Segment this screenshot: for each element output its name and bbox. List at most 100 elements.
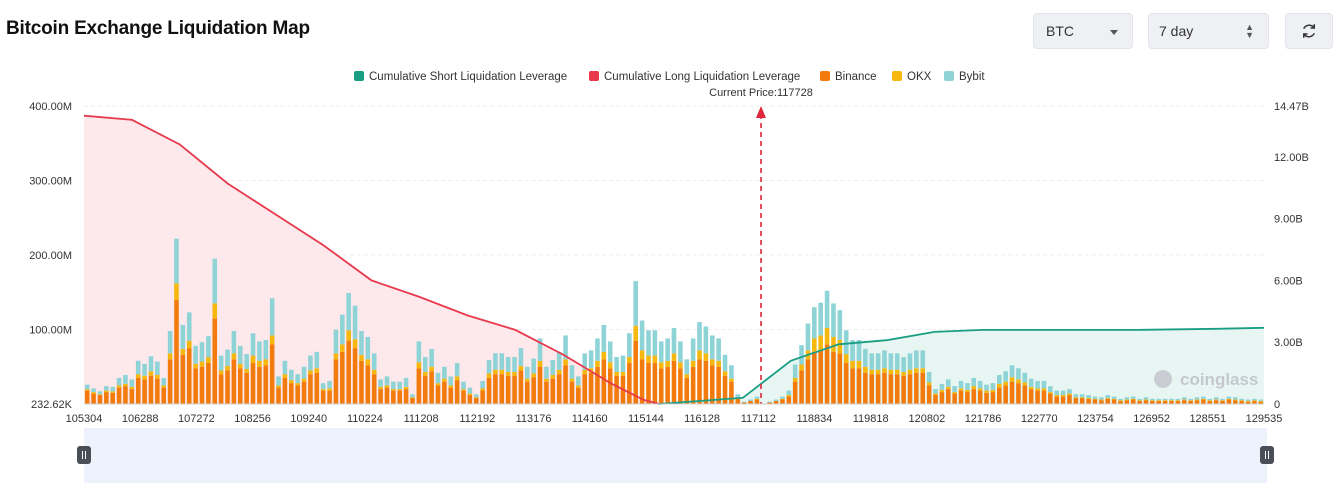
bar-okx — [505, 371, 511, 376]
bar-bybit — [429, 348, 434, 367]
bar-binance — [295, 385, 300, 405]
bar-okx — [633, 325, 639, 341]
bar-okx — [1156, 400, 1162, 402]
bar-bybit — [697, 322, 702, 351]
bar-binance — [1194, 400, 1200, 404]
bar-binance — [984, 392, 989, 404]
bar-bybit — [1245, 399, 1251, 402]
bar-okx — [493, 369, 498, 375]
bar-binance — [595, 366, 600, 404]
bar-bybit — [525, 366, 530, 379]
bar-binance — [1092, 399, 1098, 404]
bar-binance — [888, 374, 894, 404]
bar-binance — [346, 340, 351, 404]
bar-binance — [1003, 385, 1008, 405]
bar-binance — [850, 368, 855, 404]
range-slider[interactable] — [77, 428, 1274, 483]
refresh-button[interactable] — [1285, 13, 1333, 49]
bar-okx — [1181, 399, 1187, 401]
x-tick-label: 109240 — [290, 413, 327, 425]
bar-okx — [678, 362, 683, 369]
bar-binance — [780, 399, 785, 404]
bar-binance — [505, 375, 511, 404]
bar-okx — [792, 377, 798, 382]
bar-okx — [333, 353, 339, 360]
bar-binance — [314, 372, 320, 404]
bar-bybit — [212, 258, 218, 304]
bar-bybit — [1111, 396, 1117, 399]
bar-binance — [416, 368, 422, 404]
bar-bybit — [231, 330, 237, 354]
bar-bybit — [588, 350, 594, 369]
bar-okx — [652, 355, 658, 364]
bar-binance — [352, 348, 358, 405]
range-select-value: 7 day — [1159, 23, 1194, 39]
bar-binance — [467, 395, 473, 404]
bar-binance — [1073, 398, 1079, 404]
bar-binance — [454, 380, 460, 404]
bar-okx — [1239, 400, 1244, 402]
bar-binance — [537, 366, 543, 404]
bar-bybit — [735, 394, 741, 398]
bar-bybit — [512, 357, 517, 372]
bar-binance — [799, 370, 804, 404]
bar-okx — [875, 369, 881, 375]
bar-bybit — [1060, 390, 1066, 396]
bar-okx — [1092, 398, 1098, 400]
bar-binance — [308, 374, 313, 404]
bar-binance — [729, 381, 734, 404]
bar-okx — [984, 390, 989, 393]
bar-binance — [244, 372, 249, 404]
bar-bybit — [856, 339, 862, 361]
y-right-tick-label: 6.00B — [1274, 275, 1303, 287]
bar-bybit — [206, 336, 211, 358]
bar-okx — [1022, 382, 1028, 386]
bar-okx — [403, 386, 409, 390]
bar-binance — [1035, 390, 1040, 404]
bar-bybit — [1156, 398, 1162, 401]
bar-binance — [697, 359, 702, 404]
bar-okx — [671, 353, 677, 361]
x-tick-label: 113176 — [516, 413, 552, 425]
y-right-tick-label: 9.00B — [1274, 214, 1303, 226]
bar-okx — [473, 397, 479, 399]
bar-bybit — [933, 389, 938, 394]
bar-binance — [863, 372, 868, 404]
bar-bybit — [556, 351, 562, 370]
bar-binance — [722, 375, 728, 404]
bar-binance — [658, 368, 664, 404]
bar-bybit — [984, 384, 989, 391]
x-tick-label: 117112 — [741, 413, 776, 425]
bar-bybit — [907, 353, 913, 370]
bar-bybit — [1118, 398, 1123, 401]
bar-bybit — [416, 341, 422, 363]
bar-okx — [786, 395, 792, 397]
range-select[interactable]: 7 day ▲ ▼ — [1148, 13, 1269, 49]
bar-bybit — [639, 320, 645, 351]
bar-binance — [1054, 396, 1059, 404]
bar-okx — [486, 373, 492, 378]
coin-select[interactable]: BTC — [1033, 13, 1133, 49]
legend-label: Bybit — [959, 71, 985, 83]
refresh-icon — [1303, 24, 1315, 38]
bar-okx — [556, 369, 562, 375]
bar-binance — [148, 375, 154, 404]
bar-binance — [690, 366, 696, 404]
bar-okx — [244, 368, 249, 373]
bar-okx — [1111, 398, 1117, 400]
bar-okx — [1194, 399, 1200, 401]
y-left-tick-label: 232.62K — [31, 399, 73, 411]
bar-okx — [703, 353, 709, 361]
bar-okx — [206, 357, 211, 364]
bar-binance — [91, 393, 96, 404]
bar-okx — [142, 375, 147, 380]
bar-bybit — [537, 338, 543, 361]
bar-bybit — [703, 326, 709, 354]
bar-bybit — [1035, 380, 1040, 389]
bar-binance — [901, 375, 906, 404]
bar-bybit — [410, 394, 415, 398]
bar-okx — [91, 392, 96, 394]
bar-binance — [958, 390, 964, 404]
short-area — [659, 327, 1264, 404]
